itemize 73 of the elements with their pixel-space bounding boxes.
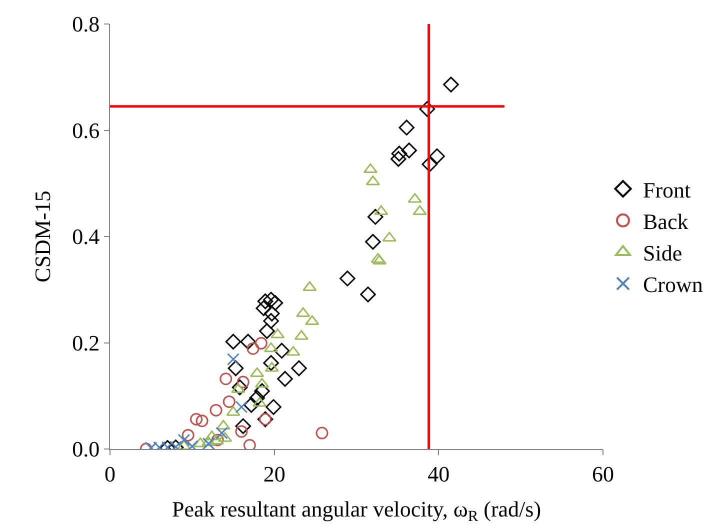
point <box>232 379 248 396</box>
legend-label: Front <box>643 177 691 202</box>
point <box>193 437 208 448</box>
point <box>190 413 203 426</box>
point <box>227 352 240 366</box>
x-tick-label: 60 <box>592 461 614 486</box>
legend-label: Back <box>643 208 688 234</box>
y-tick-label: 0.6 <box>72 118 100 143</box>
point <box>256 300 272 316</box>
point <box>266 399 282 415</box>
point <box>182 428 194 442</box>
point <box>249 390 265 406</box>
point <box>340 270 356 286</box>
x-tick-label: 40 <box>428 461 450 486</box>
point <box>296 307 310 318</box>
point <box>443 76 459 92</box>
point <box>216 426 228 440</box>
point <box>267 295 284 311</box>
point <box>374 205 388 216</box>
point <box>382 232 396 242</box>
point <box>316 426 328 440</box>
point <box>412 205 427 216</box>
point <box>196 414 208 428</box>
x-tick-label: 20 <box>263 461 286 486</box>
point <box>216 420 230 430</box>
legend-label: Crown <box>643 272 703 298</box>
point <box>246 342 260 355</box>
point <box>220 372 232 386</box>
point <box>202 436 216 446</box>
point <box>264 342 278 352</box>
y-axis-title: CSDM-15 <box>30 190 55 282</box>
y-tick-label: 0.8 <box>72 12 100 37</box>
point <box>391 146 408 162</box>
point <box>202 437 215 449</box>
point <box>291 360 307 376</box>
point <box>401 142 417 158</box>
point <box>225 334 242 350</box>
point <box>222 395 236 408</box>
legend-label: Side <box>643 240 682 266</box>
point <box>398 120 415 136</box>
point <box>178 434 190 446</box>
point <box>422 156 438 172</box>
point <box>254 378 270 388</box>
point <box>390 151 406 167</box>
point <box>243 397 260 413</box>
x-tick-label: 0 <box>104 461 116 486</box>
point <box>277 370 293 387</box>
point <box>365 234 381 250</box>
point <box>235 400 248 414</box>
point <box>235 418 252 434</box>
point <box>429 148 445 164</box>
point <box>263 292 279 308</box>
point <box>264 306 280 322</box>
point <box>259 323 275 339</box>
point <box>210 404 222 416</box>
point <box>250 367 264 378</box>
point <box>263 355 279 371</box>
point <box>360 286 376 302</box>
x-axis-title: Peak resultant angular velocity, ω$_{R}$ (rad/s) <box>172 496 542 525</box>
point <box>363 163 378 174</box>
y-tick-label: 0.2 <box>72 330 100 356</box>
point <box>274 342 290 359</box>
point <box>254 383 270 399</box>
point <box>240 334 256 350</box>
point <box>243 439 256 449</box>
point <box>368 208 384 225</box>
point <box>254 337 268 350</box>
point <box>228 360 244 376</box>
point <box>419 101 436 117</box>
y-tick-label: 0.4 <box>72 224 100 250</box>
y-tick-label: 0.0 <box>72 436 100 462</box>
point <box>263 313 279 329</box>
point <box>257 293 274 310</box>
